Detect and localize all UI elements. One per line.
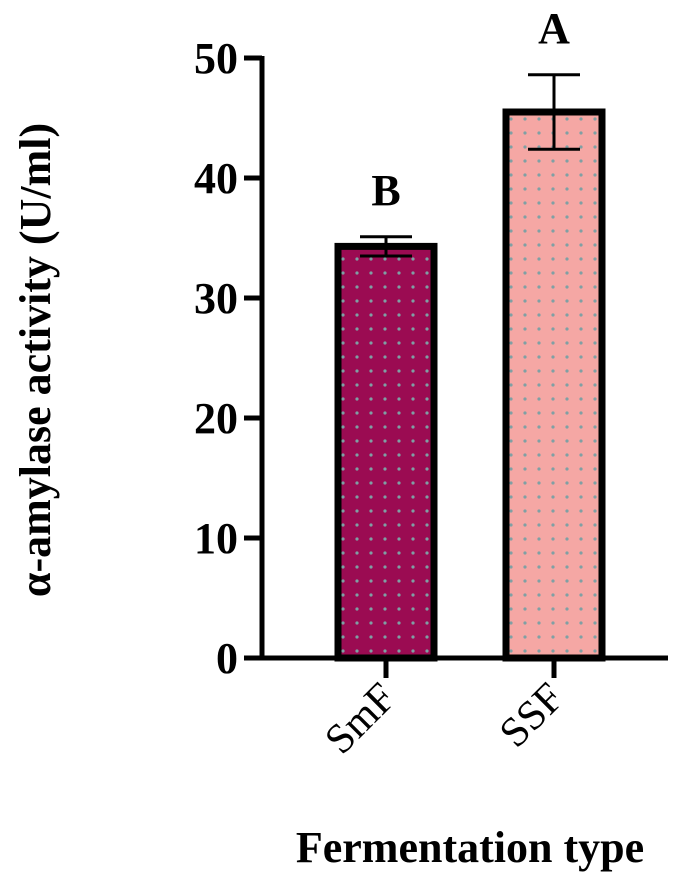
y-tick-label: 0 — [216, 634, 238, 683]
significance-labels: BA — [371, 4, 570, 215]
category-labels: SmF SSF — [316, 675, 573, 764]
y-axis: 0 10 20 30 40 50 — [194, 34, 265, 683]
x-axis — [260, 655, 668, 678]
significance-label: B — [371, 166, 400, 215]
x-axis-title: Fermentation type — [296, 823, 644, 872]
y-tick-label: 30 — [194, 274, 238, 323]
bar-smf — [334, 242, 438, 662]
category-label: SmF — [316, 675, 405, 764]
y-tick-label: 50 — [194, 34, 238, 83]
category-label: SSF — [491, 675, 573, 757]
y-tick-label: 10 — [194, 514, 238, 563]
y-axis-title: α-amylase activity (U/ml) — [11, 123, 60, 597]
error-bars — [360, 73, 580, 258]
y-tick-label: 40 — [194, 154, 238, 203]
significance-label: A — [538, 4, 570, 53]
bar-ssf — [502, 108, 606, 662]
y-tick-label: 20 — [194, 394, 238, 443]
